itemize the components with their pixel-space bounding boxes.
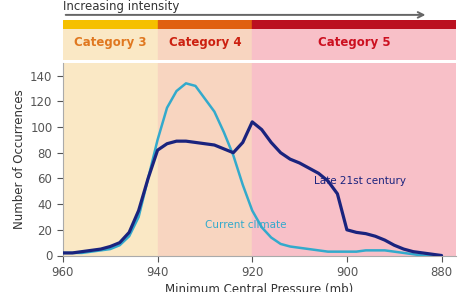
Bar bbox=[158, 20, 252, 29]
Bar bbox=[63, 20, 158, 29]
Bar bbox=[252, 20, 464, 29]
Bar bbox=[158, 63, 252, 256]
Text: Category 5: Category 5 bbox=[318, 36, 391, 50]
Text: Late 21st century: Late 21st century bbox=[314, 176, 406, 186]
Text: Category 3: Category 3 bbox=[74, 36, 146, 50]
Bar bbox=[252, 29, 464, 60]
Text: Current climate: Current climate bbox=[205, 220, 287, 230]
Text: Increasing intensity: Increasing intensity bbox=[63, 0, 179, 13]
Bar bbox=[63, 29, 158, 60]
Bar bbox=[63, 63, 158, 256]
Bar bbox=[158, 29, 252, 60]
Text: Category 4: Category 4 bbox=[169, 36, 241, 50]
Bar bbox=[252, 63, 456, 256]
X-axis label: Minimum Central Pressure (mb): Minimum Central Pressure (mb) bbox=[165, 283, 353, 292]
Y-axis label: Number of Occurrences: Number of Occurrences bbox=[13, 89, 26, 229]
